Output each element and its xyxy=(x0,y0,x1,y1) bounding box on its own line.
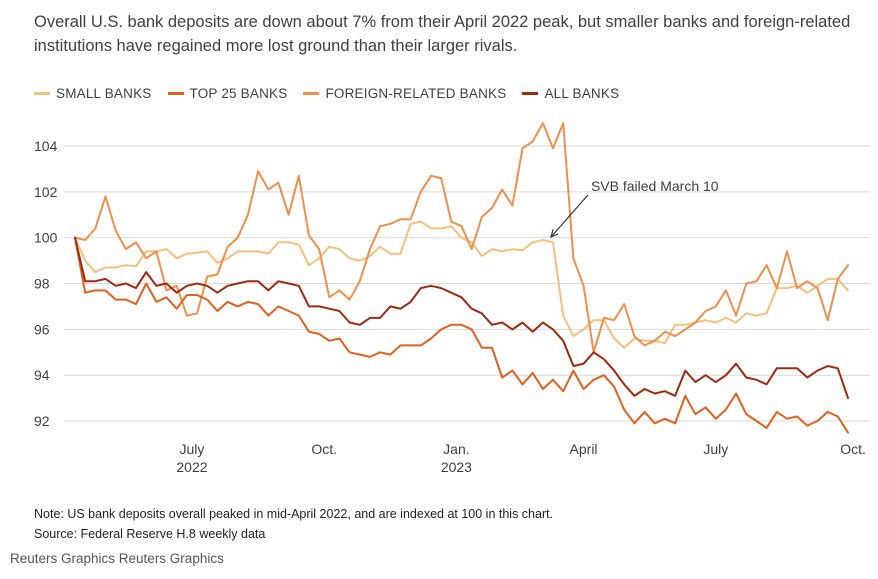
y-tick-label-98: 98 xyxy=(34,276,50,292)
legend-item-small-banks: SMALL BANKS xyxy=(34,86,152,101)
x-tick-label-4: July xyxy=(703,441,728,457)
y-tick-label-102: 102 xyxy=(34,184,58,200)
legend-swatch-small-banks xyxy=(34,92,50,95)
legend-label-small-banks: SMALL BANKS xyxy=(56,86,152,101)
annotation-label: SVB failed March 10 xyxy=(591,178,719,194)
chart-note: Note: US bank deposits overall peaked in… xyxy=(34,507,554,521)
x-tick-label-2: Jan. xyxy=(443,441,469,457)
x-tick-label-0: July xyxy=(180,441,205,457)
legend-swatch-all-banks xyxy=(522,92,539,95)
x-tick-sublabel-0: 2022 xyxy=(176,459,207,475)
annotation-arrow-line xyxy=(550,194,589,238)
legend-swatch-top25-banks xyxy=(167,92,184,95)
series-line-small-banks xyxy=(74,220,849,349)
chart-credit: Reuters Graphics Reuters Graphics xyxy=(10,551,224,566)
series-line-all-banks xyxy=(74,236,849,400)
series-line-top-25-banks xyxy=(74,236,849,434)
y-tick-label-100: 100 xyxy=(34,230,58,246)
y-tick-label-92: 92 xyxy=(34,413,50,429)
x-tick-label-3: April xyxy=(570,441,598,457)
chart-headline: Overall U.S. bank deposits are down abou… xyxy=(34,13,851,55)
y-tick-label-94: 94 xyxy=(34,367,50,383)
legend-swatch-foreign-related-banks xyxy=(303,92,320,95)
chart-source: Source: Federal Reserve H.8 weekly data xyxy=(34,527,266,541)
y-tick-label-96: 96 xyxy=(34,321,50,337)
legend-label-all-banks: ALL BANKS xyxy=(544,86,620,101)
y-tick-label-104: 104 xyxy=(34,138,58,154)
legend-item-top25-banks: TOP 25 BANKS xyxy=(167,86,288,101)
series-line-foreign-related-banks xyxy=(74,122,849,354)
legend-item-foreign-related-banks: FOREIGN-RELATED BANKS xyxy=(303,86,506,101)
legend-label-foreign-related-banks: FOREIGN-RELATED BANKS xyxy=(325,86,507,101)
annotation-arrow-head xyxy=(550,229,559,239)
legend-label-top25-banks: TOP 25 BANKS xyxy=(189,86,288,101)
x-tick-label-1: Oct. xyxy=(311,441,337,457)
chart-legend: SMALL BANKS TOP 25 BANKS FOREIGN-RELATED… xyxy=(34,86,635,101)
x-tick-sublabel-2: 2023 xyxy=(441,459,472,475)
legend-item-all-banks: ALL BANKS xyxy=(522,86,619,101)
x-tick-label-5: Oct. xyxy=(840,441,866,457)
